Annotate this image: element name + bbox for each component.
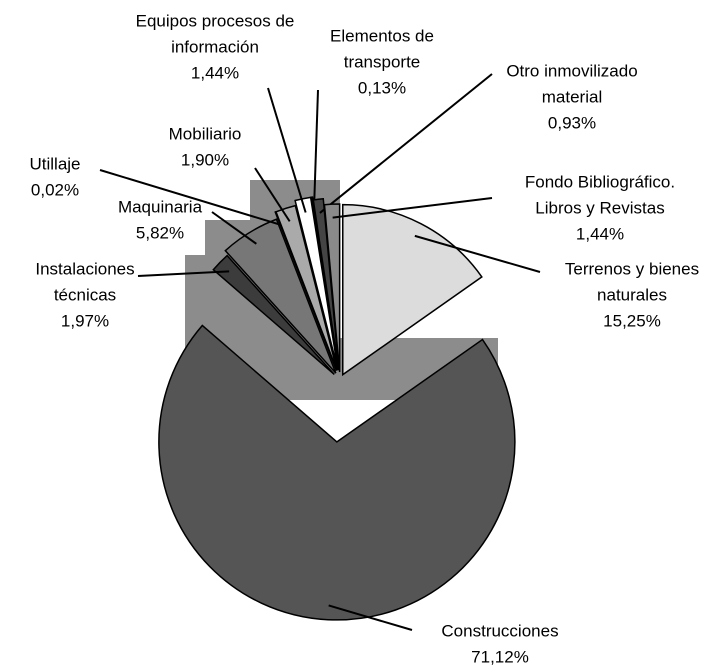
leader-line <box>267 87 307 213</box>
leader-line <box>319 73 493 214</box>
slice-value-label: 0,02% <box>31 180 79 199</box>
pie-slice <box>275 204 338 371</box>
slice-label: Elementos de <box>330 26 434 45</box>
leader-line <box>254 167 291 222</box>
slice-value-label: 71,12% <box>471 647 529 666</box>
slice-label: Libros y Revistas <box>535 198 664 217</box>
slice-label: Instalaciones <box>35 259 134 278</box>
slice-value-label: 5,82% <box>136 223 184 242</box>
slice-label: transporte <box>344 52 421 71</box>
slice-label: Construcciones <box>441 621 558 640</box>
slice-value-label: 15,25% <box>603 311 661 330</box>
pie-slice <box>212 254 335 375</box>
slice-label: Mobiliario <box>169 124 242 143</box>
slice-value-label: 1,44% <box>191 63 239 82</box>
leader-line <box>211 211 257 245</box>
slice-label: técnicas <box>54 285 116 304</box>
slice-label: información <box>171 37 259 56</box>
slice-label: Fondo Bibliográfico. <box>525 172 675 191</box>
slice-label: Terrenos y bienes <box>565 259 699 278</box>
leader-line <box>99 169 281 226</box>
pie-slice <box>342 203 483 377</box>
leader-line <box>328 604 413 631</box>
leader-line <box>312 89 319 212</box>
slice-label: naturales <box>597 285 667 304</box>
pie-slice <box>224 218 337 374</box>
pie-slice <box>323 203 341 373</box>
slice-value-label: 0,93% <box>548 113 596 132</box>
slice-value-label: 0,13% <box>358 78 406 97</box>
slice-label: Otro inmovilizado <box>506 61 637 80</box>
slice-label: Equipos procesos de <box>136 11 295 30</box>
pie-slice <box>158 324 516 621</box>
pie-slice <box>312 197 340 371</box>
leader-line <box>414 234 541 273</box>
leader-line <box>137 270 230 277</box>
slice-label: material <box>542 87 602 106</box>
slice-value-label: 1,90% <box>181 150 229 169</box>
slice-value-label: 1,97% <box>61 311 109 330</box>
slice-label: Maquinaria <box>118 197 203 216</box>
slice-label: Utillaje <box>29 154 80 173</box>
leader-line <box>332 197 493 219</box>
slice-value-label: 1,44% <box>576 224 624 243</box>
